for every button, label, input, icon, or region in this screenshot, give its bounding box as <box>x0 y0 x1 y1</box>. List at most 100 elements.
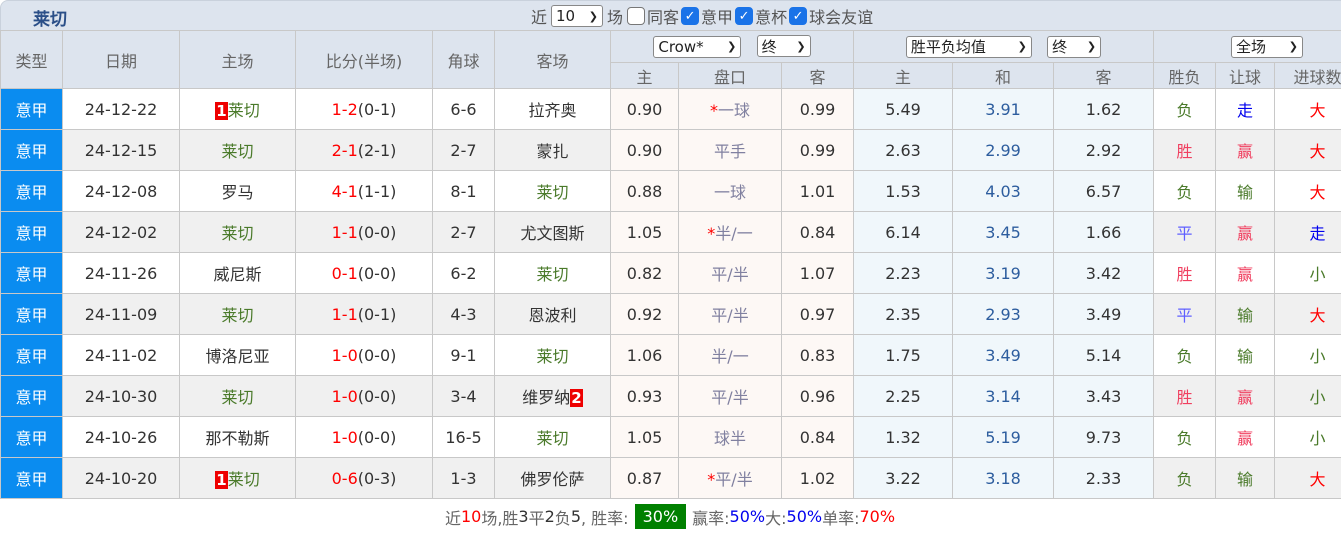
home-team[interactable]: 威尼斯 <box>180 253 296 294</box>
filter-checkbox[interactable]: ✓ <box>681 7 699 25</box>
odds-type-value: 胜平负均值 <box>911 36 986 57</box>
away-team-name: 莱切 <box>536 265 568 284</box>
match-date: 24-12-08 <box>63 171 180 212</box>
home-team[interactable]: 博洛尼亚 <box>180 335 296 376</box>
away-team[interactable]: 蒙扎 <box>495 130 611 171</box>
handicap-home: 0.87 <box>611 458 679 499</box>
filter-checkbox[interactable]: ✓ <box>789 7 807 25</box>
col-date: 日期 <box>63 31 180 89</box>
corners: 2-7 <box>433 212 495 253</box>
away-team[interactable]: 拉齐奥 <box>495 89 611 130</box>
handicap-line: 平/半 <box>679 294 782 335</box>
home-team[interactable]: 罗马 <box>180 171 296 212</box>
odds-loss: 3.42 <box>1054 253 1154 294</box>
handicap-line: *平/半 <box>679 458 782 499</box>
handicap-stage-select[interactable]: 终❯ <box>757 35 811 57</box>
handicap-away: 0.84 <box>782 212 854 253</box>
match-type: 意甲 <box>1 212 63 253</box>
home-team[interactable]: 莱切 <box>180 212 296 253</box>
handicap-group: Crow*❯ 终❯ <box>611 31 854 63</box>
home-team[interactable]: 莱切 <box>180 294 296 335</box>
handicap-line: 一球 <box>679 171 782 212</box>
chevron-down-icon: ❯ <box>1289 40 1298 53</box>
match-type: 意甲 <box>1 335 63 376</box>
result: 负 <box>1154 458 1216 499</box>
handicap-home: 0.93 <box>611 376 679 417</box>
col-score: 比分(半场) <box>296 31 433 89</box>
games-label: 场 <box>607 4 623 28</box>
away-team[interactable]: 莱切 <box>495 253 611 294</box>
away-team[interactable]: 莱切 <box>495 335 611 376</box>
odds-loss: 3.49 <box>1054 294 1154 335</box>
chevron-down-icon: ❯ <box>1087 40 1096 53</box>
summary-text: 近 <box>445 505 461 529</box>
score: 1-2(0-1) <box>296 89 433 130</box>
over-rate: 50% <box>787 507 823 526</box>
company-value: Crow* <box>658 38 703 56</box>
home-team[interactable]: 莱切 <box>180 376 296 417</box>
corners: 3-4 <box>433 376 495 417</box>
home-team-name: 莱切 <box>221 142 253 161</box>
handicap-result: 输 <box>1216 294 1275 335</box>
home-team[interactable]: 1莱切 <box>180 458 296 499</box>
filter-checkbox[interactable]: ✓ <box>735 7 753 25</box>
filter-label: 球会友谊 <box>809 4 873 28</box>
recent-count-value: 10 <box>556 7 575 25</box>
recent-count-select[interactable]: 10 ❯ <box>551 5 603 27</box>
handicap-away: 1.07 <box>782 253 854 294</box>
header-bar: 莱切 近 10❯ 场 同客✓意甲✓意杯✓球会友谊 <box>0 0 1341 30</box>
home-team[interactable]: 莱切 <box>180 130 296 171</box>
chevron-down-icon: ❯ <box>589 10 598 23</box>
away-team[interactable]: 莱切 <box>495 417 611 458</box>
match-date: 24-10-26 <box>63 417 180 458</box>
odds-group: 胜平负均值❯ 终❯ <box>854 31 1154 63</box>
odds-draw: 3.19 <box>953 253 1054 294</box>
away-team-name: 尤文图斯 <box>520 224 584 243</box>
away-team[interactable]: 尤文图斯 <box>495 212 611 253</box>
full-score: 1-2 <box>332 100 358 119</box>
company-select[interactable]: Crow*❯ <box>653 36 741 58</box>
result: 平 <box>1154 212 1216 253</box>
odds-draw: 2.99 <box>953 130 1054 171</box>
away-team[interactable]: 莱切 <box>495 171 611 212</box>
home-team-name: 莱切 <box>221 306 253 325</box>
home-team-name: 莱切 <box>228 470 260 489</box>
filter-label: 意杯 <box>755 4 787 28</box>
away-team[interactable]: 恩波利 <box>495 294 611 335</box>
summary-text: , 胜率: <box>581 505 629 529</box>
goals-result: 大 <box>1275 294 1341 335</box>
goals-result: 大 <box>1275 130 1341 171</box>
half-score: (0-3) <box>358 469 397 488</box>
corners: 16-5 <box>433 417 495 458</box>
subheader: 和 <box>953 63 1054 89</box>
handicap-result: 输 <box>1216 458 1275 499</box>
filter-checkbox[interactable] <box>627 7 645 25</box>
home-team[interactable]: 那不勒斯 <box>180 417 296 458</box>
odds-type-select[interactable]: 胜平负均值❯ <box>906 36 1032 58</box>
full-score: 1-1 <box>332 223 358 242</box>
handicap-value: 平/半 <box>711 265 748 284</box>
odds-stage-select[interactable]: 终❯ <box>1047 36 1101 58</box>
scope-select[interactable]: 全场❯ <box>1231 36 1303 58</box>
score: 4-1(1-1) <box>296 171 433 212</box>
home-team[interactable]: 1莱切 <box>180 89 296 130</box>
summary-text: 平 <box>529 505 545 529</box>
away-team[interactable]: 佛罗伦萨 <box>495 458 611 499</box>
handicap-result: 赢 <box>1216 212 1275 253</box>
match-date: 24-12-02 <box>63 212 180 253</box>
match-type: 意甲 <box>1 376 63 417</box>
away-team[interactable]: 维罗纳2 <box>495 376 611 417</box>
subheader: 主 <box>854 63 953 89</box>
score: 0-6(0-3) <box>296 458 433 499</box>
